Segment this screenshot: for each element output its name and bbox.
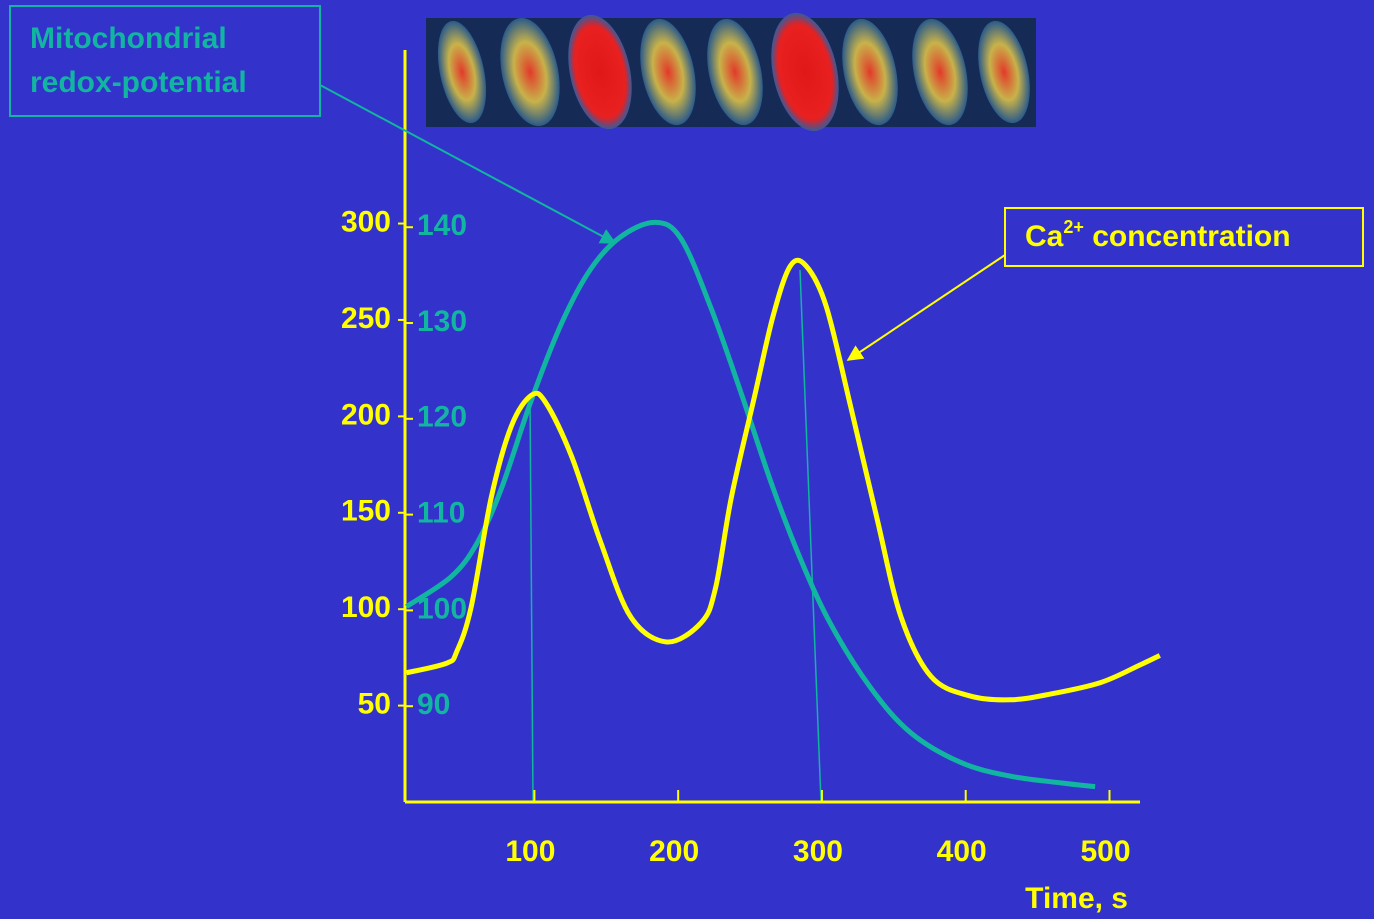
y-tick-label: 250: [341, 302, 391, 335]
y-tick-label: 300: [341, 205, 391, 238]
y2-tick-label: 110: [417, 497, 465, 530]
x-tick-label: 500: [1080, 835, 1130, 868]
y2-tick-label: 90: [417, 688, 450, 721]
cell-image: [426, 7, 1038, 138]
y-tick-label: 200: [341, 398, 391, 431]
series-line: [406, 222, 1095, 786]
x-tick-label: 400: [937, 835, 987, 868]
annotation: redox-potential: [30, 66, 247, 99]
annotation-part: Ca: [1025, 220, 1064, 253]
y2-tick-label: 130: [417, 305, 467, 338]
series-line: [406, 260, 1159, 700]
x-axis-label: Time, s: [1025, 882, 1128, 915]
guide-line: [530, 398, 533, 802]
x-tick-label: 100: [505, 835, 555, 868]
x-tick-label: 200: [649, 835, 699, 868]
x-tick-label: 300: [793, 835, 843, 868]
y2-tick-label: 120: [417, 401, 467, 434]
annotation-arrow: [848, 255, 1005, 360]
y-tick-label: 50: [358, 688, 391, 721]
guide-line: [800, 270, 821, 802]
y-tick-label: 100: [341, 591, 391, 624]
annotation: Mitochondrial: [30, 22, 227, 55]
y2-tick-label: 140: [417, 209, 467, 242]
annotation: Ca2+ concentration: [1025, 217, 1291, 253]
annotation-part: 2+: [1063, 217, 1084, 237]
annotation-part: concentration: [1084, 220, 1291, 253]
y-tick-label: 150: [341, 495, 391, 528]
chart: 5010015020025030090100110120130140100200…: [0, 0, 1374, 919]
